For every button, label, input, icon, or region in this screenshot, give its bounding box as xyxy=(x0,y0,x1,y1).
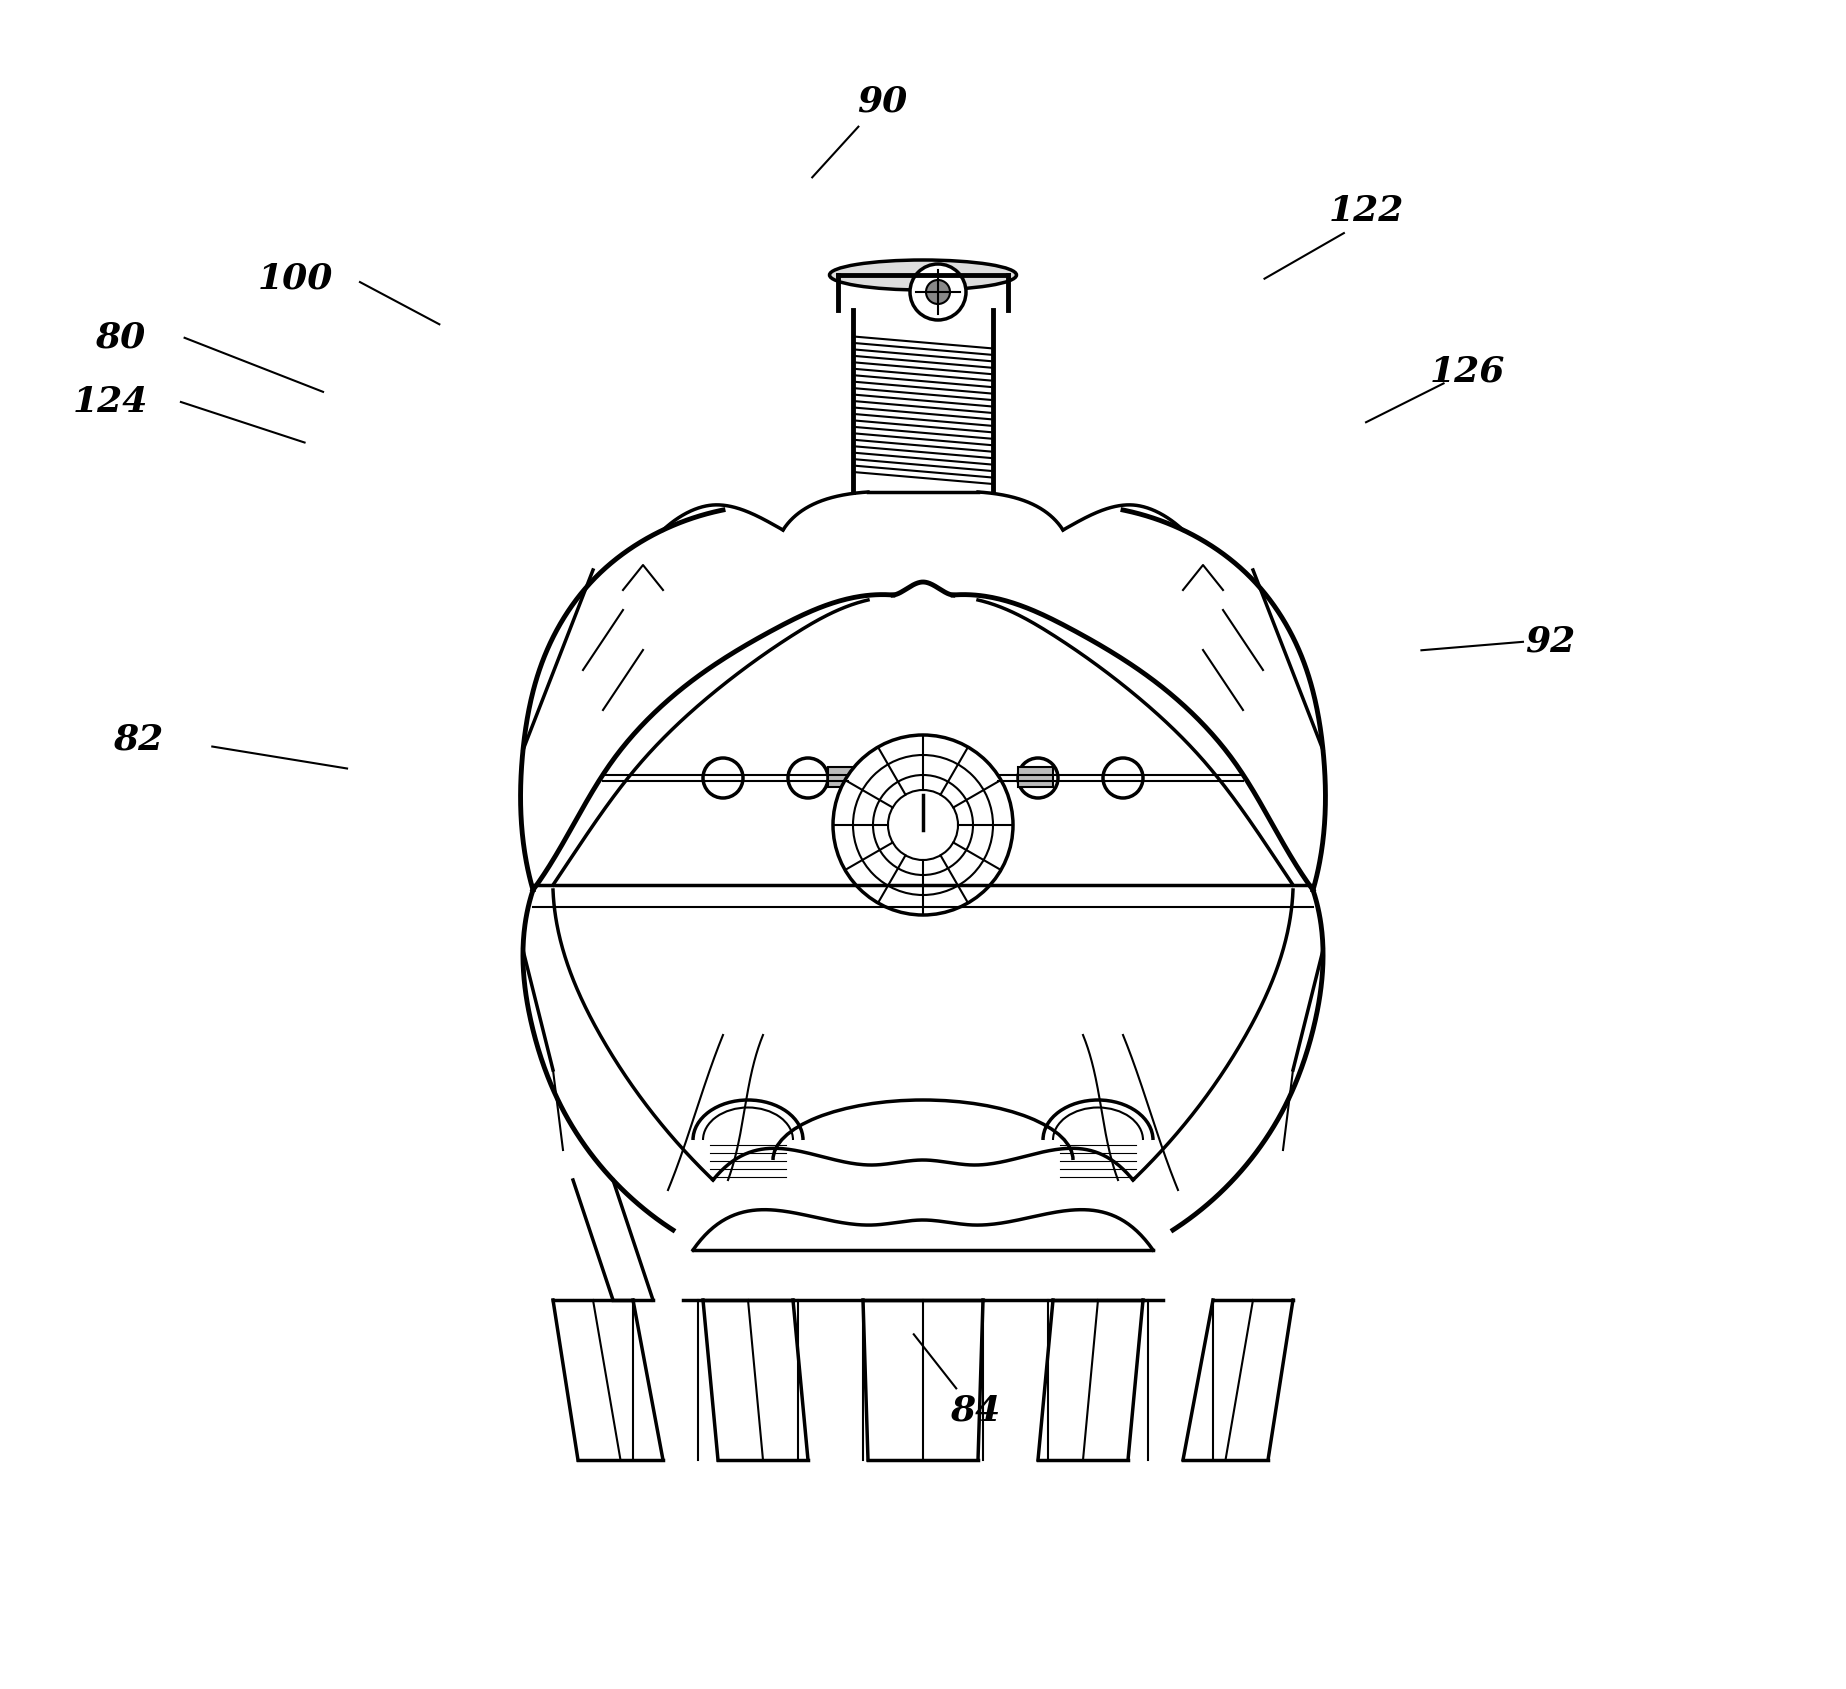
Circle shape xyxy=(1017,758,1058,797)
Text: 124: 124 xyxy=(74,385,148,419)
Text: 80: 80 xyxy=(94,321,146,355)
Bar xyxy=(829,767,862,787)
Circle shape xyxy=(927,280,951,304)
Circle shape xyxy=(703,758,742,797)
Text: 92: 92 xyxy=(1525,625,1576,659)
Text: 82: 82 xyxy=(113,723,164,757)
Text: 84: 84 xyxy=(949,1393,1001,1427)
Circle shape xyxy=(916,829,930,846)
Circle shape xyxy=(833,735,1013,915)
Circle shape xyxy=(788,758,829,797)
Circle shape xyxy=(910,263,965,319)
Bar xyxy=(1017,767,1052,787)
Text: 90: 90 xyxy=(857,84,908,118)
Text: 100: 100 xyxy=(258,262,332,296)
Circle shape xyxy=(1104,758,1143,797)
Text: 126: 126 xyxy=(1431,355,1504,388)
Text: 122: 122 xyxy=(1329,194,1403,228)
Ellipse shape xyxy=(829,260,1017,291)
